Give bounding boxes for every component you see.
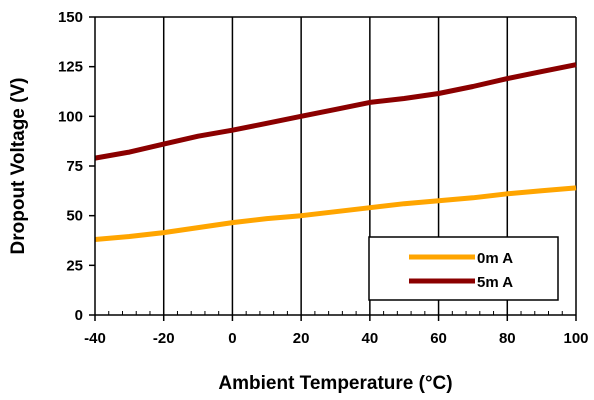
x-tick-label-4: 40: [362, 330, 379, 347]
y-tick-label-5: 125: [58, 59, 83, 76]
x-tick-label-0: -40: [84, 330, 106, 347]
x-tick-label-3: 20: [293, 330, 310, 347]
y-tick-label-2: 50: [66, 208, 83, 225]
series-lines: [94, 62, 577, 242]
legend-label-5ma: 5m A: [477, 274, 513, 291]
y-axis-title: Dropout Voltage (V): [8, 78, 29, 255]
legend-box: [368, 236, 559, 301]
y-tick-label-4: 100: [58, 108, 83, 125]
y-tick-label-3: 75: [66, 158, 83, 175]
series-line-0: [94, 185, 577, 242]
legend-label-0ma: 0m A: [477, 250, 513, 267]
x-axis-title: Ambient Temperature (°C): [218, 373, 452, 394]
x-tick-label-5: 60: [430, 330, 447, 347]
x-tick-label-2: 0: [228, 330, 236, 347]
series-line-1: [94, 62, 577, 161]
y-tick-label-6: 150: [58, 9, 83, 26]
y-tick-label-0: 0: [75, 307, 83, 324]
tick-labels: 0 25 50 75 100 125 150 -40 -20 0 20 40 60 80 100: [58, 9, 589, 347]
legend: 0m A 5m A: [368, 236, 559, 301]
x-tick-label-6: 80: [499, 330, 516, 347]
x-tick-label-7: 100: [563, 330, 588, 347]
axes: [89, 16, 577, 321]
y-tick-label-1: 25: [66, 257, 83, 274]
x-tick-label-1: -20: [153, 330, 175, 347]
